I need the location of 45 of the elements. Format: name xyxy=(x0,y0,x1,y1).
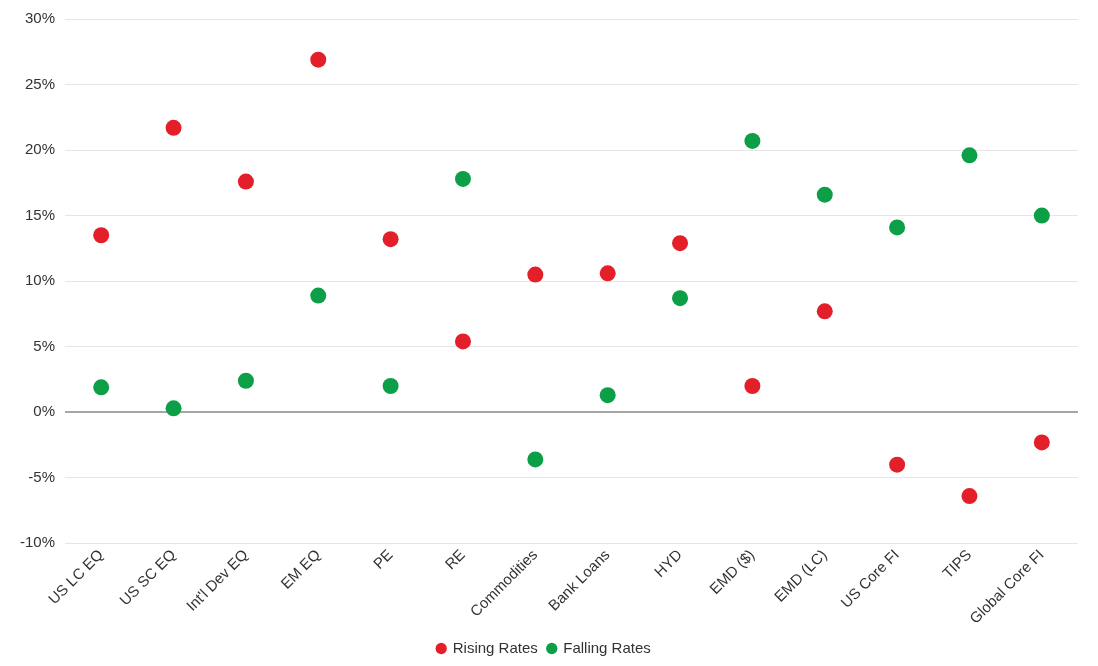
point xyxy=(1033,207,1050,224)
point xyxy=(237,173,254,190)
y-tick-label: 10% xyxy=(24,271,56,289)
point xyxy=(93,379,110,396)
y-tick-label: 20% xyxy=(24,140,56,158)
y-tick-label: 25% xyxy=(24,74,56,92)
point xyxy=(889,456,906,473)
point xyxy=(454,170,471,187)
x-tick-label: RE xyxy=(441,545,469,573)
x-tick-label: PE xyxy=(369,545,396,572)
point xyxy=(961,488,978,505)
point xyxy=(1033,434,1050,451)
point xyxy=(527,266,544,283)
point xyxy=(310,51,327,68)
point xyxy=(672,290,689,307)
point xyxy=(744,132,761,149)
point xyxy=(310,287,327,304)
point xyxy=(454,333,471,350)
y-tick-label: 15% xyxy=(24,205,56,223)
x-tick-label: US Core FI xyxy=(837,545,903,611)
point xyxy=(672,235,689,252)
legend-label: Falling Rates xyxy=(563,638,651,656)
point xyxy=(816,186,833,203)
legend-label: Rising Rates xyxy=(452,638,538,656)
point xyxy=(599,387,616,404)
y-tick-label: 0% xyxy=(33,402,56,420)
y-tick-label: -10% xyxy=(19,533,56,551)
y-tick-label: 30% xyxy=(24,9,56,27)
point xyxy=(382,378,399,395)
x-tick-label: EM EQ xyxy=(277,545,324,592)
point xyxy=(889,219,906,236)
point xyxy=(165,119,182,136)
point xyxy=(599,265,616,282)
point xyxy=(93,227,110,244)
y-tick-label: -5% xyxy=(28,467,56,485)
point xyxy=(237,372,254,389)
point xyxy=(527,451,544,468)
x-tick-label: US SC EQ xyxy=(115,545,179,609)
point xyxy=(744,378,761,395)
y-tick-label: 5% xyxy=(33,336,56,354)
x-tick-label: Int'l Dev EQ xyxy=(182,545,251,614)
point xyxy=(165,400,182,417)
point xyxy=(382,231,399,248)
point xyxy=(816,303,833,320)
point xyxy=(961,147,978,164)
